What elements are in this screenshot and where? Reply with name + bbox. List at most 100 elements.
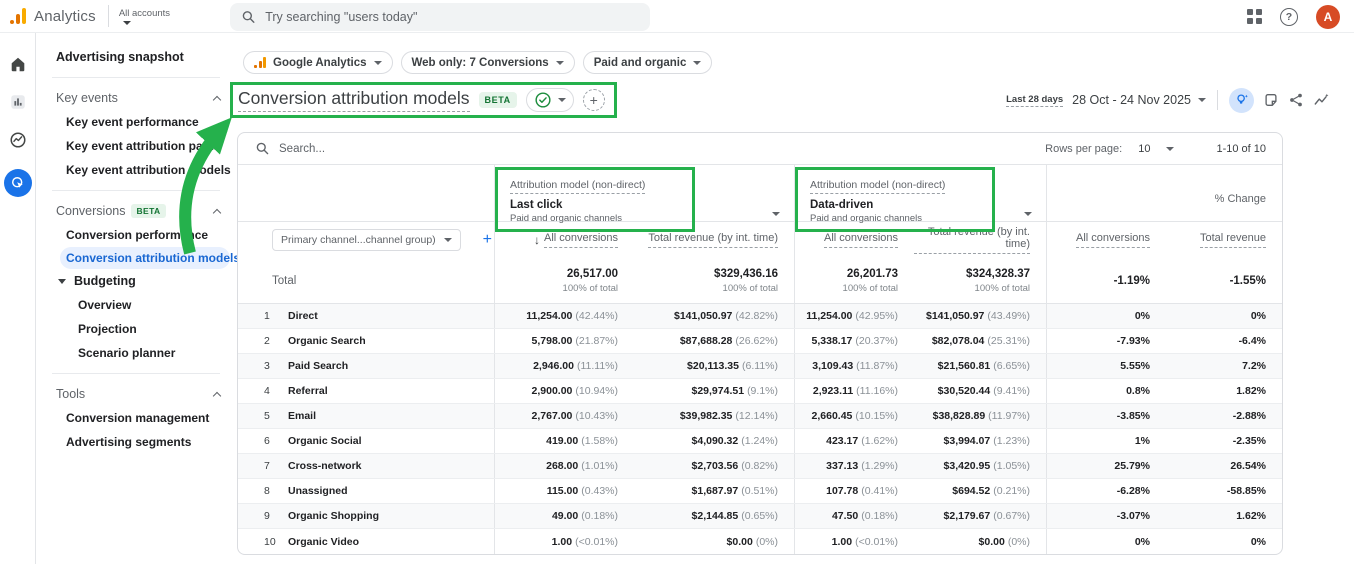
row-rank: 2 <box>264 335 270 347</box>
change-revenue-value: 1.82% <box>1236 385 1266 397</box>
conversions-filter-chip[interactable]: Web only: 7 Conversions <box>400 51 575 74</box>
sidebar-item-key-event-attribution-paths[interactable]: Key event attribution paths <box>66 139 221 153</box>
sidebar-item-overview[interactable]: Overview <box>78 298 132 312</box>
m1-revenue-value: $29,974.51 (9.1%) <box>691 385 779 397</box>
chevron-up-icon <box>212 208 222 217</box>
row-rank: 10 <box>264 535 276 548</box>
change-revenue-header[interactable]: Total revenue <box>1166 222 1282 258</box>
m1-conversions-value: 419.00 (1.58%) <box>494 429 634 453</box>
advertising-icon[interactable] <box>3 169 32 197</box>
report-status-control[interactable] <box>525 88 574 112</box>
dimension-selector-chip[interactable]: Primary channel...channel group) <box>272 229 461 251</box>
table-search-input[interactable] <box>279 142 499 155</box>
sidebar-item-key-event-attribution-models[interactable]: Key event attribution models <box>66 163 231 177</box>
sidebar-item-budgeting[interactable]: Budgeting <box>36 269 236 293</box>
chevron-down-icon[interactable] <box>1024 212 1032 216</box>
date-range-picker[interactable]: 28 Oct - 24 Nov 2025 <box>1072 93 1206 107</box>
m2-conversions-header[interactable]: All conversions <box>794 222 914 258</box>
change-group-header: % Change <box>1046 165 1282 232</box>
page-title[interactable]: Conversion attribution models <box>238 88 470 112</box>
change-revenue-value: -58.85% <box>1226 485 1266 497</box>
attribution-model-1-highlight[interactable]: Attribution model (non-direct) Last clic… <box>495 167 695 232</box>
row-channel: Email <box>288 410 317 422</box>
home-icon[interactable] <box>9 55 27 73</box>
row-channel: Organic Search <box>288 335 366 347</box>
m2-revenue-value: $2,179.67 (0.67%) <box>943 510 1030 522</box>
table-row: 6 Organic Social 419.00 (1.58%) $4,090.32 (… <box>238 429 1282 454</box>
m1-conversions-value: 2,900.00 (10.94%) <box>494 379 634 403</box>
row-rank: 1 <box>264 310 270 322</box>
share-icon <box>1290 93 1302 107</box>
add-dimension-button[interactable]: + <box>482 231 493 248</box>
help-icon[interactable]: ? <box>1280 7 1298 26</box>
sidebar-item-key-event-performance[interactable]: Key event performance <box>66 115 199 129</box>
m1-conversions-value: 268.00 (1.01%) <box>494 454 634 478</box>
model-header-row: Attribution model (non-direct) Last clic… <box>238 165 1282 232</box>
m1-conversions-value: 2,946.00 (11.11%) <box>494 354 634 378</box>
m2-revenue-value: $30,520.44 (9.41%) <box>937 385 1030 397</box>
sidebar-item-scenario-planner[interactable]: Scenario planner <box>78 346 176 360</box>
change-revenue-value: 0% <box>1250 310 1266 322</box>
attribution-model-2-header: Attribution model (non-direct) Data-driv… <box>794 165 1046 232</box>
table-row: 3 Paid Search 2,946.00 (11.11%) $20,113.35 … <box>238 354 1282 379</box>
total-m2-revenue: $324,328.37 100% of total <box>966 267 1030 294</box>
change-conversions-value: 25.79% <box>1046 454 1166 478</box>
m1-revenue-value: $39,982.35 (12.14%) <box>679 410 778 422</box>
dimension-header: Primary channel...channel group) + <box>238 222 494 258</box>
total-row: Total 26,517.00 100% of total $329,436.16… <box>238 258 1282 304</box>
account-switcher[interactable]: All accounts <box>119 8 170 25</box>
insights-button[interactable] <box>1229 87 1254 113</box>
sidebar-item-advertising-snapshot[interactable]: Advertising snapshot <box>56 50 184 64</box>
sidebar-item-conversion-management[interactable]: Conversion management <box>66 411 210 425</box>
m1-conversions-value: 49.00 (0.18%) <box>494 504 634 528</box>
check-circle-icon <box>535 92 551 108</box>
explore-icon[interactable] <box>9 131 27 149</box>
m2-revenue-value: $694.52 (0.21%) <box>952 485 1030 497</box>
m2-revenue-value: $3,420.95 (1.05%) <box>943 460 1030 472</box>
trending-insights-button[interactable] <box>1313 92 1330 108</box>
chevron-down-icon[interactable] <box>1166 146 1175 151</box>
change-conversions-value: -6.28% <box>1046 479 1166 503</box>
apps-grid-icon[interactable] <box>1247 9 1262 24</box>
sidebar-section-key-events[interactable]: Key events <box>36 86 236 110</box>
rows-per-page-select[interactable]: 10 <box>1138 142 1151 155</box>
search-icon <box>256 142 269 155</box>
sidebar-item-conversion-attribution-models[interactable]: Conversion attribution models <box>60 247 240 269</box>
sidebar-section-tools[interactable]: Tools <box>36 382 236 406</box>
change-revenue-value: -2.35% <box>1232 435 1266 447</box>
sidebar-section-conversions[interactable]: Conversions BETA <box>36 199 236 223</box>
m1-conversions-header[interactable]: ↓ All conversions <box>494 222 634 258</box>
global-search-input[interactable] <box>265 10 638 24</box>
sidebar-item-projection[interactable]: Projection <box>78 322 137 336</box>
notes-button[interactable] <box>1263 92 1279 108</box>
avatar[interactable]: A <box>1316 4 1340 29</box>
m2-conversions-value: 1.00 (<0.01%) <box>794 529 914 554</box>
table-row: 8 Unassigned 115.00 (0.43%) $1,687.97 (0.51… <box>238 479 1282 504</box>
chevron-down-icon <box>557 98 566 102</box>
m2-conversions-value: 2,660.45 (10.15%) <box>794 404 914 428</box>
m2-conversions-value: 5,338.17 (20.37%) <box>794 329 914 353</box>
table-search-row: Rows per page: 10 1-10 of 10 <box>238 133 1282 165</box>
reports-icon[interactable] <box>9 93 27 111</box>
property-chip[interactable]: Google Analytics <box>243 51 393 74</box>
sidebar-item-conversion-performance[interactable]: Conversion performance <box>66 228 209 242</box>
sidebar-item-advertising-segments[interactable]: Advertising segments <box>66 435 192 449</box>
row-rank: 8 <box>264 485 270 497</box>
channels-filter-chip[interactable]: Paid and organic <box>582 51 713 74</box>
attribution-model-2-highlight[interactable]: Attribution model (non-direct) Data-driv… <box>795 167 995 232</box>
divider <box>107 5 109 27</box>
main-content: Google Analytics Web only: 7 Conversions… <box>230 33 1354 564</box>
share-button[interactable] <box>1288 92 1304 108</box>
chevron-up-icon <box>212 391 222 400</box>
table-row: 2 Organic Search 5,798.00 (21.87%) $87,688.… <box>238 329 1282 354</box>
m1-revenue-value: $20,113.35 (6.11%) <box>687 360 778 372</box>
row-channel: Organic Social <box>288 435 362 447</box>
change-conversions-value: 5.55% <box>1046 354 1166 378</box>
chevron-down-icon[interactable] <box>772 212 780 216</box>
add-report-button[interactable]: + <box>582 89 605 111</box>
row-rank: 5 <box>264 410 270 422</box>
m1-revenue-header[interactable]: Total revenue (by int. time) <box>634 222 794 258</box>
global-search[interactable] <box>230 3 650 31</box>
change-conversions-header[interactable]: All conversions <box>1046 222 1166 258</box>
beta-badge: BETA <box>131 204 166 218</box>
